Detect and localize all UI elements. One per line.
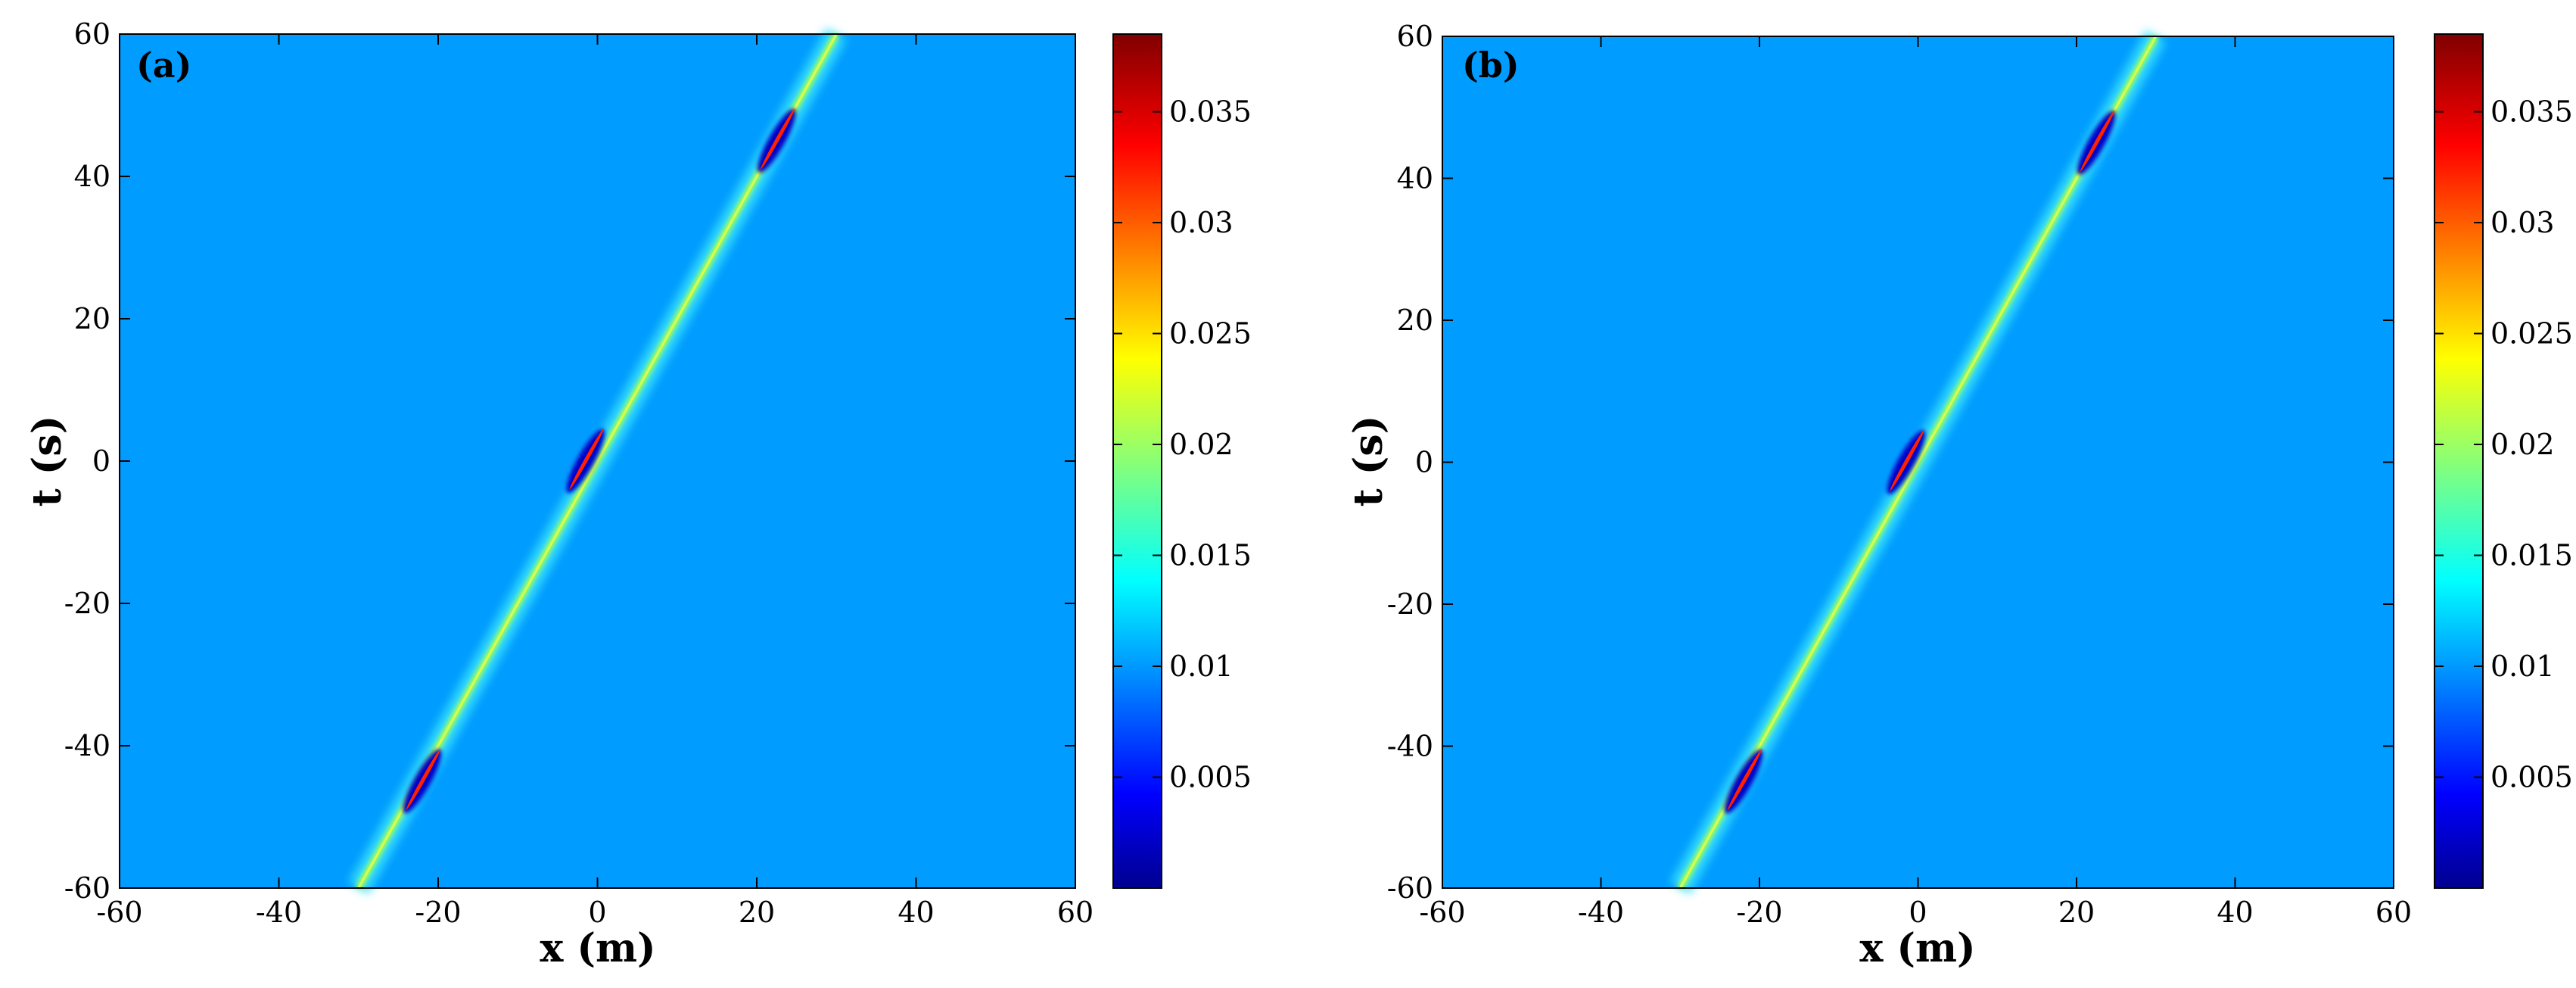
x-tick-label: 0 (1909, 896, 1927, 929)
x-tick-label: 20 (739, 896, 775, 929)
x-tick-label: -40 (256, 896, 302, 929)
panel-a: -60 -40 -20 0 20 40 60 -60 -40 -20 0 20 40 60 (a) x … (24, 17, 1252, 971)
colorbar-tick-label: 0.005 (1169, 761, 1252, 794)
x-tick-label: -20 (1736, 896, 1782, 929)
y-tick-label: -60 (64, 871, 110, 905)
peak-streak (1890, 429, 1924, 491)
soliton-band (348, 28, 847, 894)
y-axis-ticks: -60 -40 -20 0 20 40 60 (1387, 20, 2394, 905)
peak-streak (2080, 110, 2115, 172)
panel-b: -60 -40 -20 0 20 40 60 -60 -40 -20 0 20 40 60 (b) x … (1346, 20, 2573, 971)
colorbar-tick-label: 0.03 (2490, 206, 2555, 239)
x-tick-label: -40 (1578, 896, 1624, 929)
x-axis-ticks: -60 -40 -20 0 20 40 60 (96, 34, 1094, 929)
y-axis-label: t (s) (1346, 416, 1392, 507)
colorbar-tick-label: 0.035 (1169, 95, 1252, 129)
colorbar-tick-label: 0.02 (2490, 428, 2555, 461)
peak-streak (761, 108, 795, 170)
colorbar-tick-label: 0.03 (1169, 206, 1234, 239)
y-axis-label: t (s) (24, 416, 70, 507)
x-tick-label: -60 (96, 896, 142, 929)
y-tick-label: -60 (1387, 871, 1433, 905)
y-tick-label: 60 (1397, 20, 1433, 53)
y-tick-label: -20 (1387, 588, 1433, 621)
soliton-center (357, 33, 838, 889)
y-axis-ticks: -60 -40 -20 0 20 40 60 (64, 17, 1075, 905)
x-tick-label: 60 (1057, 896, 1094, 929)
y-tick-label: 0 (1415, 446, 1433, 479)
y-tick-label: 60 (74, 17, 110, 51)
y-tick-label: -20 (64, 587, 110, 620)
x-tick-label: -20 (415, 896, 461, 929)
x-tick-label: 40 (2217, 896, 2253, 929)
colorbar-tick-label: 0.015 (2490, 539, 2573, 572)
x-axis-ticks: -60 -40 -20 0 20 40 60 (1419, 36, 2412, 929)
colorbar-ticks: 0.005 0.01 0.015 0.02 0.025 0.03 0.035 (2434, 95, 2573, 794)
dark-spots (403, 108, 796, 814)
y-tick-label: 20 (1397, 304, 1433, 337)
soliton-band (1670, 30, 2166, 894)
colorbar-tick-label: 0.02 (1169, 428, 1234, 461)
panel-label: (b) (1462, 45, 1520, 86)
dark-spots (1724, 110, 2116, 814)
x-tick-label: 20 (2058, 896, 2095, 929)
colorbar-tick-label: 0.035 (2490, 95, 2573, 129)
peak-streak (406, 749, 440, 810)
y-tick-label: -40 (64, 729, 110, 762)
x-axis-label: x (m) (540, 925, 655, 971)
peak-streak (569, 429, 604, 490)
colorbar-tick-label: 0.005 (2490, 761, 2573, 794)
colorbar (1112, 33, 1162, 889)
x-tick-label: 40 (898, 896, 934, 929)
colorbar-ticks: 0.005 0.01 0.015 0.02 0.025 0.03 0.035 (1113, 95, 1252, 794)
x-tick-label: -60 (1419, 896, 1465, 929)
peak-streak (1727, 749, 1762, 810)
y-tick-label: 40 (74, 160, 110, 193)
panel-label: (a) (136, 45, 191, 86)
soliton-center (1678, 36, 2158, 889)
x-tick-label: 0 (588, 896, 606, 929)
colorbar-tick-label: 0.01 (1169, 650, 1234, 683)
y-tick-label: 40 (1397, 162, 1433, 195)
y-tick-label: 20 (74, 302, 110, 335)
x-tick-label: 60 (2375, 896, 2412, 929)
colorbar (2434, 33, 2484, 889)
colorbar-tick-label: 0.025 (1169, 317, 1252, 351)
y-tick-label: -40 (1387, 730, 1433, 763)
colorbar-tick-label: 0.01 (2490, 650, 2555, 683)
colorbar-tick-label: 0.025 (2490, 317, 2573, 351)
x-axis-label: x (m) (1859, 925, 1975, 971)
y-tick-label: 0 (92, 444, 110, 478)
colorbar-tick-label: 0.015 (1169, 539, 1252, 572)
